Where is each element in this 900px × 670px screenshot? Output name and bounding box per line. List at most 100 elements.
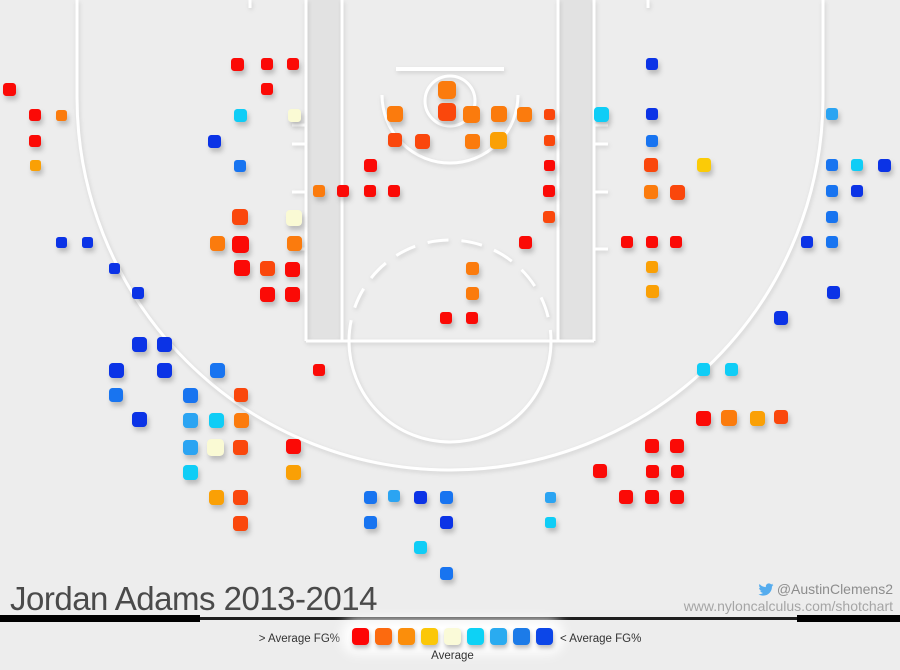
shot-square [593, 464, 607, 478]
shot-square [287, 58, 299, 70]
shot-square [644, 185, 658, 199]
shot-square [363, 515, 377, 529]
shot-square [363, 490, 377, 504]
shot-square [232, 209, 248, 225]
shot-square [491, 106, 507, 122]
shot-square [230, 57, 244, 71]
shot-square [108, 262, 120, 274]
shot-square [645, 439, 659, 453]
shot-square [543, 211, 555, 223]
shot-square [156, 336, 172, 352]
shot-square [439, 515, 453, 529]
shot-square [543, 108, 555, 120]
shot-square [313, 364, 325, 376]
shot-square [363, 158, 377, 172]
shot-square [544, 491, 556, 503]
shot-square [544, 516, 556, 528]
shot-square [131, 411, 147, 427]
shot-square [851, 159, 863, 171]
page-title: Jordan Adams 2013-2014 [10, 580, 377, 617]
shot-square [364, 185, 376, 197]
shot-square [233, 412, 249, 428]
shot-square [438, 103, 456, 121]
slider-handle-left[interactable] [0, 615, 200, 622]
shot-square [286, 235, 302, 251]
shot-square [593, 106, 609, 122]
shot-square [774, 311, 788, 325]
shot-square [182, 387, 198, 403]
shot-square [489, 131, 507, 149]
shot-square [387, 106, 403, 122]
shot-square [646, 236, 658, 248]
shot-square [440, 312, 452, 324]
date-range-slider[interactable] [0, 615, 900, 623]
shot-square [619, 490, 633, 504]
shot-square [388, 185, 400, 197]
shot-square [208, 412, 224, 428]
shot-square [81, 236, 93, 248]
legend-swatch [490, 628, 507, 645]
shot-square [670, 439, 684, 453]
shot-square [29, 109, 41, 121]
shot-square [261, 83, 273, 95]
twitter-handle[interactable]: @AustinClemens2 [776, 581, 893, 597]
shot-square [439, 566, 453, 580]
restricted-area-arc [380, 94, 520, 165]
slider-handle-right[interactable] [797, 615, 900, 622]
shot-square [234, 160, 246, 172]
legend-swatch [352, 628, 369, 645]
shot-square [826, 159, 838, 171]
shot-square [29, 135, 41, 147]
shot-square [284, 261, 300, 277]
twitter-line[interactable]: @AustinClemens2 [684, 581, 893, 598]
shot-square [287, 108, 301, 122]
shot-square [232, 439, 248, 455]
legend-swatch [536, 628, 553, 645]
shot-square [132, 287, 144, 299]
shot-square [543, 134, 555, 146]
legend-swatch [398, 628, 415, 645]
shot-square [55, 236, 67, 248]
shot-square [877, 158, 891, 172]
credit-block: @AustinClemens2 www.nyloncalculus.com/sh… [684, 581, 893, 615]
shot-square [182, 412, 198, 428]
shot-square [645, 464, 659, 478]
shot-square [414, 133, 430, 149]
shot-square [2, 82, 16, 96]
shot-square [543, 185, 555, 197]
shot-square [182, 439, 198, 455]
shot-square [232, 515, 248, 531]
shot-square [413, 540, 427, 554]
shot-square [826, 285, 840, 299]
twitter-bird-icon [758, 583, 774, 596]
shot-square [465, 286, 479, 300]
shot-square [109, 388, 123, 402]
shot-square [465, 261, 479, 275]
shot-square [543, 159, 555, 171]
website-url[interactable]: www.nyloncalculus.com/shotchart [683, 598, 893, 614]
slider-track[interactable] [200, 617, 797, 620]
baseline-ticks [248, 0, 650, 8]
paint-left-strip [306, 0, 342, 341]
lane-lines [304, 0, 596, 341]
shot-square [131, 336, 147, 352]
shot-square [234, 260, 250, 276]
legend-right-label: < Average FG% [560, 633, 642, 645]
shot-square [851, 185, 863, 197]
shot-square [826, 185, 838, 197]
shot-square [516, 106, 532, 122]
shot-square [207, 134, 221, 148]
shot-square [826, 211, 838, 223]
shot-square [388, 133, 402, 147]
shot-square [286, 210, 302, 226]
shot-square [670, 464, 684, 478]
shots-layer [2, 57, 891, 580]
shot-square [285, 438, 301, 454]
shot-square [261, 58, 273, 70]
shot-square [644, 158, 658, 172]
shot-square [774, 410, 788, 424]
shot-square [721, 410, 737, 426]
shot-square [209, 235, 225, 251]
shot-square [801, 236, 813, 248]
shot-square [439, 490, 453, 504]
